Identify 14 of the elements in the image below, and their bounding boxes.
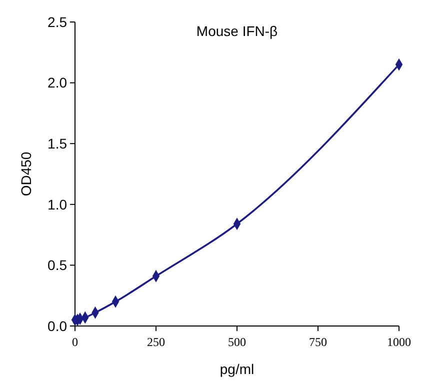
x-axis-title: pg/ml xyxy=(220,361,254,377)
y-tick-label: 1.0 xyxy=(48,196,68,212)
x-tick-label: 250 xyxy=(147,335,165,349)
chart-title: Mouse IFN-β xyxy=(196,23,278,39)
y-tick-label: 2.5 xyxy=(48,14,68,30)
y-tick-label: 0.0 xyxy=(48,318,68,334)
y-tick-label: 0.5 xyxy=(48,257,68,274)
y-tick-label: 1.5 xyxy=(48,136,68,152)
y-axis-title: OD450 xyxy=(18,152,34,196)
x-tick-label: 0 xyxy=(72,335,78,349)
x-tick-label: 1000 xyxy=(387,335,411,349)
x-tick-label: 500 xyxy=(228,335,246,349)
x-tick-label: 750 xyxy=(309,335,327,349)
y-tick-label: 2.0 xyxy=(48,74,68,91)
